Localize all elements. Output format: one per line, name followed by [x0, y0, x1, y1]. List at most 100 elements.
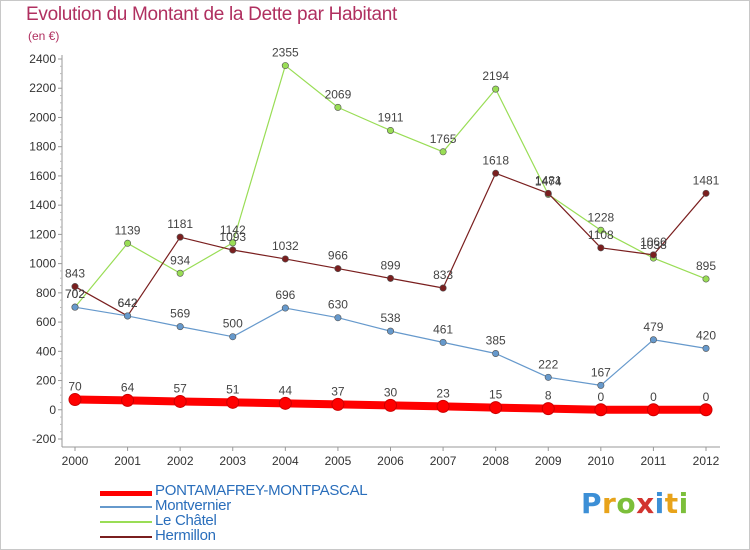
data-label-montvernier: 538 — [380, 311, 400, 325]
data-label-montvernier: 385 — [486, 334, 506, 348]
chart-legend: PONTAMAFREY-MONTPASCAL Montvernier Le Ch… — [100, 482, 430, 544]
legend-swatch-hermillon — [100, 536, 152, 538]
data-point-pontamafrey-montpascal — [384, 398, 397, 412]
data-label-le-ch-tel: 1911 — [378, 110, 404, 124]
data-point-hermillon — [649, 251, 657, 259]
data-label-montvernier: 479 — [643, 320, 663, 334]
legend-swatch-montvernier — [100, 506, 152, 508]
x-tick-label: 2005 — [325, 454, 352, 468]
data-point-hermillon — [439, 284, 447, 292]
data-point-montvernier — [492, 349, 500, 357]
legend-label-le-chatel: Le Châtel — [155, 512, 217, 529]
x-tick-label: 2001 — [114, 454, 141, 468]
data-label-pontamafrey-montpascal: 0 — [650, 390, 657, 404]
data-point-le-ch-tel — [702, 275, 710, 283]
data-label-pontamafrey-montpascal: 30 — [384, 385, 398, 399]
data-label-pontamafrey-montpascal: 37 — [331, 384, 345, 398]
data-point-montvernier — [176, 323, 184, 331]
data-label-hermillon: 1481 — [535, 173, 562, 187]
data-label-le-ch-tel: 1228 — [587, 210, 614, 224]
data-label-le-ch-tel: 1474 — [535, 174, 562, 188]
data-point-hermillon — [334, 265, 342, 273]
legend-item-montvernier: Montvernier — [100, 497, 430, 514]
data-point-montvernier — [649, 336, 657, 344]
proxiti-logo: Proxiti — [581, 487, 689, 520]
data-label-montvernier: 630 — [328, 298, 348, 312]
data-point-montvernier — [71, 303, 79, 311]
data-label-hermillon: 899 — [380, 258, 400, 272]
data-label-le-ch-tel: 1142 — [220, 223, 246, 237]
legend-swatch-le-chatel — [100, 521, 152, 523]
data-point-montvernier — [544, 373, 552, 381]
y-tick-label: 800 — [36, 286, 56, 300]
data-point-hermillon — [492, 169, 500, 177]
y-tick-label: 2400 — [29, 52, 56, 66]
x-tick-label: 2011 — [641, 454, 667, 468]
data-point-hermillon — [702, 189, 710, 197]
data-point-montvernier — [124, 312, 132, 320]
y-tick-label: 400 — [36, 344, 56, 358]
data-point-hermillon — [229, 246, 237, 254]
data-point-hermillon — [597, 244, 605, 252]
data-point-pontamafrey-montpascal — [646, 403, 660, 417]
data-label-le-ch-tel: 934 — [170, 253, 190, 267]
data-point-pontamafrey-montpascal — [541, 402, 555, 416]
data-label-le-ch-tel: 2194 — [482, 69, 509, 83]
data-point-montvernier — [334, 314, 342, 322]
data-label-le-ch-tel: 2069 — [325, 87, 352, 101]
y-tick-label: 1000 — [29, 257, 56, 271]
legend-label-montvernier: Montvernier — [155, 497, 231, 514]
data-label-hermillon: 966 — [328, 249, 348, 263]
data-point-montvernier — [386, 327, 394, 335]
data-point-hermillon — [71, 283, 79, 291]
data-label-montvernier: 461 — [433, 322, 453, 336]
data-label-pontamafrey-montpascal: 0 — [597, 390, 604, 404]
data-label-montvernier: 642 — [118, 296, 138, 310]
data-point-pontamafrey-montpascal — [173, 394, 187, 408]
data-label-montvernier: 222 — [538, 357, 558, 371]
data-label-le-ch-tel: 702 — [65, 287, 85, 301]
data-label-pontamafrey-montpascal: 70 — [68, 380, 82, 394]
data-point-montvernier — [229, 333, 237, 341]
data-point-montvernier — [702, 344, 710, 352]
y-tick-label: 1600 — [29, 169, 56, 183]
data-label-pontamafrey-montpascal: 57 — [173, 381, 187, 395]
data-point-hermillon — [544, 189, 552, 197]
data-label-montvernier: 500 — [223, 317, 243, 331]
data-point-le-ch-tel — [597, 226, 605, 234]
data-label-pontamafrey-montpascal: 64 — [121, 380, 135, 394]
x-tick-label: 2003 — [219, 454, 246, 468]
data-label-hermillon: 1093 — [219, 230, 246, 244]
data-label-montvernier: 696 — [275, 288, 295, 302]
y-tick-label: 2200 — [29, 81, 56, 95]
chart-unit: (en €) — [28, 29, 60, 43]
x-tick-label: 2007 — [430, 454, 457, 468]
x-tick-label: 2002 — [167, 454, 194, 468]
data-label-montvernier: 420 — [696, 328, 716, 342]
x-tick-label: 2010 — [587, 454, 614, 468]
data-point-pontamafrey-montpascal — [594, 403, 608, 417]
data-point-pontamafrey-montpascal — [68, 393, 82, 407]
data-label-le-ch-tel: 1765 — [430, 132, 457, 146]
data-label-pontamafrey-montpascal: 15 — [489, 388, 503, 402]
data-label-hermillon: 1481 — [693, 173, 720, 187]
data-label-pontamafrey-montpascal: 23 — [436, 386, 450, 400]
y-tick-label: 1400 — [29, 198, 56, 212]
data-point-le-ch-tel — [124, 239, 132, 247]
data-point-pontamafrey-montpascal — [489, 401, 503, 415]
data-label-le-ch-tel: 1139 — [115, 223, 141, 237]
legend-item-hermillon: Hermillon — [100, 527, 430, 544]
x-tick-label: 2008 — [482, 454, 509, 468]
chart-title: Evolution du Montant de la Dette par Hab… — [26, 4, 397, 25]
legend-swatch-pontamafrey — [100, 491, 152, 496]
data-point-le-ch-tel — [439, 148, 447, 156]
y-tick-label: 600 — [36, 315, 56, 329]
data-label-pontamafrey-montpascal: 44 — [279, 383, 293, 397]
y-tick-label: 2000 — [29, 110, 56, 124]
data-label-pontamafrey-montpascal: 8 — [545, 389, 552, 403]
data-label-le-ch-tel: 2355 — [272, 46, 299, 60]
x-tick-label: 2006 — [377, 454, 404, 468]
data-point-le-ch-tel — [229, 239, 237, 247]
y-tick-label: 200 — [36, 374, 56, 388]
x-tick-label: 2009 — [535, 454, 562, 468]
